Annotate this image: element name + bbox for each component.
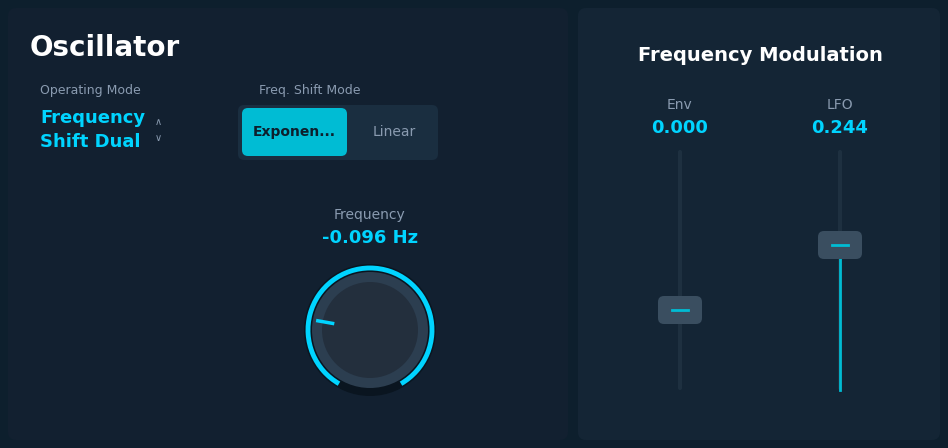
FancyBboxPatch shape	[578, 8, 940, 440]
Text: Exponen...: Exponen...	[252, 125, 336, 139]
FancyBboxPatch shape	[838, 150, 842, 390]
Text: 0.000: 0.000	[651, 119, 708, 137]
Text: Frequency Modulation: Frequency Modulation	[638, 46, 883, 65]
Text: Operating Mode: Operating Mode	[40, 83, 140, 96]
Text: 0.244: 0.244	[811, 119, 868, 137]
FancyBboxPatch shape	[242, 108, 347, 156]
Text: LFO: LFO	[827, 98, 853, 112]
Text: Frequency
Shift Dual: Frequency Shift Dual	[40, 109, 145, 151]
Text: Freq. Shift Mode: Freq. Shift Mode	[259, 83, 361, 96]
Circle shape	[304, 264, 436, 396]
Text: ∨: ∨	[155, 133, 162, 143]
Text: Frequency: Frequency	[334, 208, 406, 222]
Circle shape	[322, 282, 418, 378]
FancyBboxPatch shape	[8, 8, 568, 440]
Text: Env: Env	[667, 98, 693, 112]
Text: ∧: ∧	[155, 117, 162, 127]
Circle shape	[312, 272, 428, 388]
FancyBboxPatch shape	[658, 296, 702, 324]
FancyBboxPatch shape	[238, 105, 438, 160]
FancyBboxPatch shape	[678, 150, 682, 390]
Text: Oscillator: Oscillator	[30, 34, 180, 62]
Text: Linear: Linear	[373, 125, 415, 139]
FancyBboxPatch shape	[818, 231, 862, 259]
Text: -0.096 Hz: -0.096 Hz	[322, 229, 418, 247]
